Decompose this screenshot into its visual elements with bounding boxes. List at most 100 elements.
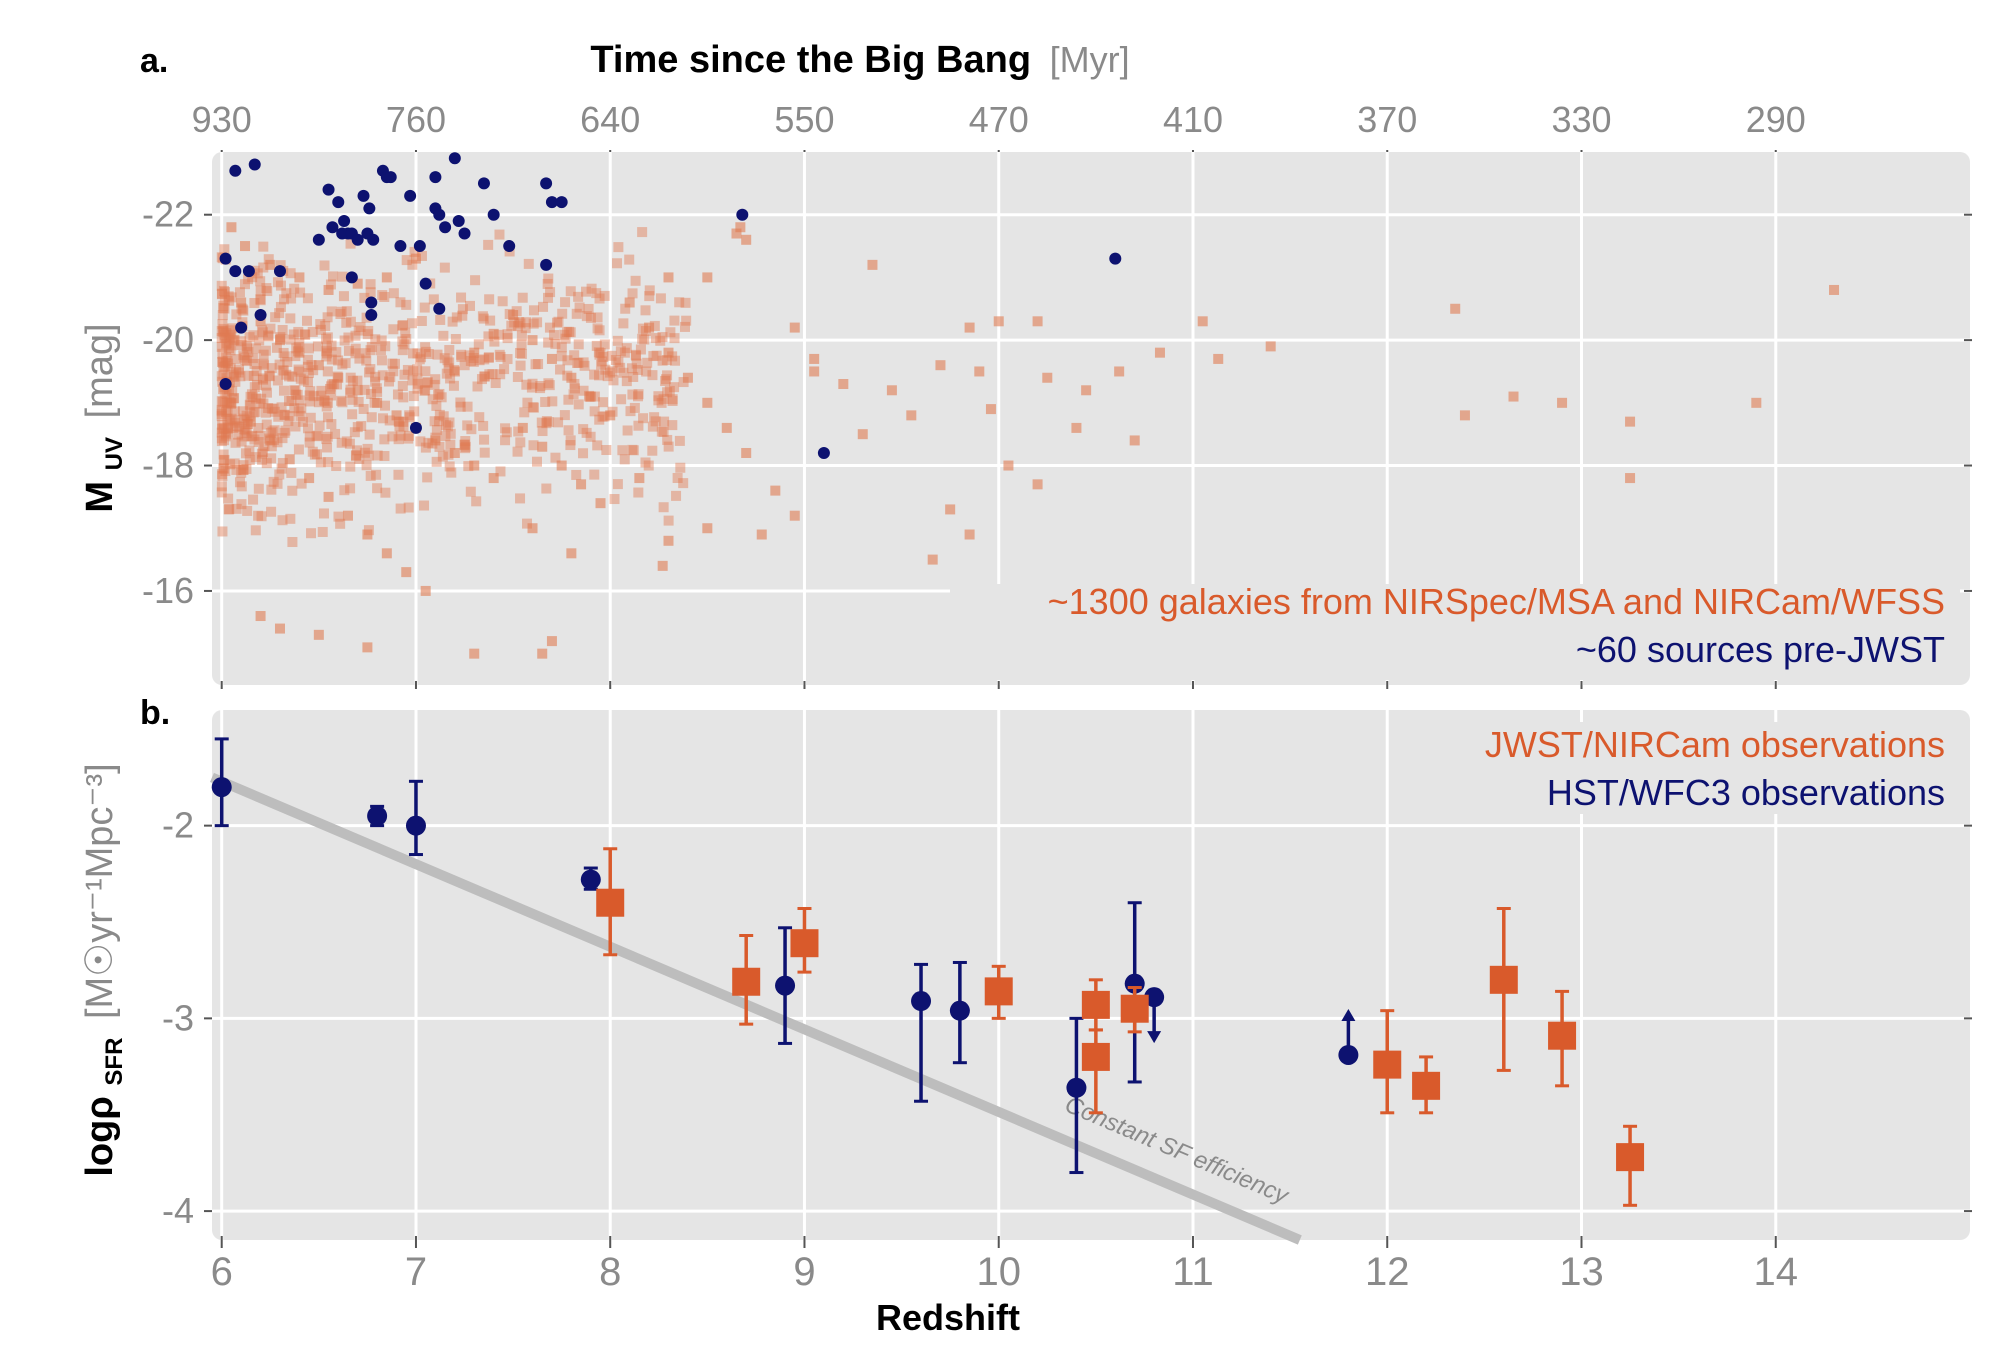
jwst-galaxy-point — [370, 334, 381, 345]
jwst-galaxy-point — [661, 355, 672, 366]
jwst-galaxy-point — [403, 430, 414, 441]
jwst-galaxy-point — [220, 339, 231, 350]
jwst-galaxy-point — [544, 380, 555, 391]
jwst-galaxy-point — [660, 376, 671, 387]
jwst-galaxy-point — [599, 411, 610, 422]
jwst-galaxy-point — [253, 437, 264, 448]
x-tick-label: 8 — [599, 1250, 621, 1294]
jwst-galaxy-point — [218, 463, 229, 474]
jwst-galaxy-point — [541, 483, 552, 494]
jwst-galaxy-point — [217, 419, 228, 430]
jwst-galaxy-point — [245, 416, 256, 427]
jwst-galaxy-point — [546, 636, 557, 647]
prejwst-source-point — [273, 265, 286, 278]
jwst-galaxy-point — [667, 420, 678, 431]
jwst-galaxy-point — [667, 351, 678, 362]
jwst-galaxy-point — [216, 289, 227, 300]
jwst-galaxy-point — [219, 295, 230, 306]
jwst-galaxy-point — [258, 262, 269, 273]
jwst-galaxy-point — [266, 506, 277, 517]
jwst-galaxy-point — [267, 426, 278, 437]
jwst-galaxy-point — [1129, 435, 1140, 446]
jwst-galaxy-point — [569, 378, 580, 389]
jwst-galaxy-point — [255, 611, 266, 622]
jwst-galaxy-point — [321, 333, 332, 344]
jwst-galaxy-point — [328, 271, 339, 282]
jwst-galaxy-point — [333, 355, 344, 366]
jwst-galaxy-point — [571, 469, 582, 480]
jwst-galaxy-point — [595, 498, 606, 509]
jwst-galaxy-point — [226, 340, 237, 351]
jwst-galaxy-point — [319, 395, 330, 406]
jwst-galaxy-point — [649, 412, 660, 423]
prejwst-source-point — [409, 421, 422, 434]
jwst-galaxy-point — [236, 436, 247, 447]
jwst-galaxy-point — [626, 363, 637, 374]
jwst-galaxy-point — [483, 352, 494, 363]
jwst-galaxy-point — [522, 397, 533, 408]
jwst-galaxy-point — [422, 378, 433, 389]
jwst-galaxy-point — [226, 329, 237, 340]
jwst-galaxy-point — [514, 317, 525, 328]
jwst-point — [1120, 994, 1149, 1023]
jwst-galaxy-point — [1114, 366, 1125, 377]
jwst-galaxy-point — [285, 334, 296, 345]
jwst-galaxy-point — [578, 424, 589, 435]
jwst-galaxy-point — [275, 260, 286, 271]
jwst-galaxy-point — [272, 375, 283, 386]
legend-b-orange: JWST/NIRCam observations — [1485, 724, 1945, 765]
prejwst-source-point — [365, 309, 378, 322]
jwst-galaxy-point — [245, 391, 256, 402]
jwst-galaxy-point — [495, 351, 506, 362]
top-tick-label: 370 — [1357, 99, 1417, 140]
jwst-galaxy-point — [261, 380, 272, 391]
jwst-galaxy-point — [663, 515, 674, 526]
jwst-galaxy-point — [221, 388, 232, 399]
jwst-galaxy-point — [650, 416, 661, 427]
jwst-galaxy-point — [445, 428, 456, 439]
jwst-galaxy-point — [216, 404, 227, 415]
jwst-galaxy-point — [423, 348, 434, 359]
jwst-galaxy-point — [321, 401, 332, 412]
top-axis-title-main: Time since the Big Bang — [590, 39, 1031, 81]
jwst-galaxy-point — [488, 328, 499, 339]
jwst-galaxy-point — [560, 333, 571, 344]
jwst-galaxy-point — [263, 331, 274, 342]
jwst-galaxy-point — [543, 273, 554, 284]
jwst-galaxy-point — [592, 312, 603, 323]
jwst-galaxy-point — [630, 275, 641, 286]
jwst-galaxy-point — [218, 449, 229, 460]
jwst-galaxy-point — [255, 294, 266, 305]
jwst-galaxy-point — [341, 317, 352, 328]
jwst-galaxy-point — [242, 505, 253, 516]
jwst-galaxy-point — [322, 442, 333, 453]
jwst-galaxy-point — [340, 358, 351, 369]
jwst-galaxy-point — [291, 389, 302, 400]
jwst-galaxy-point — [352, 445, 363, 456]
jwst-galaxy-point — [419, 302, 430, 313]
panel-a-ylabel: M UV [mag] — [79, 323, 131, 512]
jwst-galaxy-point — [355, 322, 366, 333]
jwst-galaxy-point — [219, 329, 230, 340]
jwst-galaxy-point — [258, 398, 269, 409]
jwst-galaxy-point — [230, 417, 241, 428]
jwst-point — [1373, 1050, 1402, 1079]
jwst-galaxy-point — [420, 385, 431, 396]
jwst-galaxy-point — [217, 356, 228, 367]
jwst-galaxy-point — [221, 352, 232, 363]
jwst-galaxy-point — [216, 411, 227, 422]
jwst-galaxy-point — [234, 421, 245, 432]
hst-point — [1066, 1077, 1087, 1098]
jwst-galaxy-point — [220, 466, 231, 477]
jwst-galaxy-point — [370, 376, 381, 387]
jwst-galaxy-point — [648, 351, 659, 362]
jwst-galaxy-point — [389, 358, 400, 369]
jwst-galaxy-point — [218, 362, 229, 373]
jwst-galaxy-point — [284, 395, 295, 406]
jwst-galaxy-point — [239, 424, 250, 435]
jwst-galaxy-point — [231, 367, 242, 378]
jwst-galaxy-point — [681, 315, 692, 326]
ylabel-b-unit: [M☉yr⁻¹Mpc⁻³] — [79, 763, 121, 1019]
jwst-galaxy-point — [365, 287, 376, 298]
jwst-galaxy-point — [573, 291, 584, 302]
